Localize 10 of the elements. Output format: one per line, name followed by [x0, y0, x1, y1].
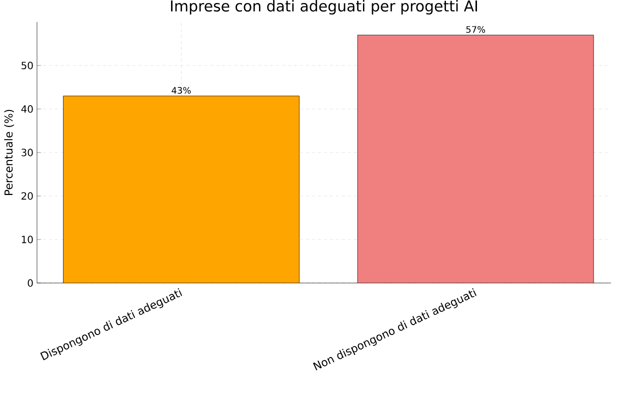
y-tick-label: 40 — [21, 105, 33, 113]
y-tick-label: 10 — [22, 236, 33, 244]
data-label: 57% — [466, 26, 486, 33]
data-label: 43% — [172, 86, 191, 94]
y-tick-label: 20 — [22, 192, 33, 200]
y-axis-title: Percentuale (%) — [4, 110, 14, 195]
y-tick-label: 30 — [22, 148, 33, 156]
y-tick-label: 0 — [28, 279, 33, 287]
y-tick-label: 50 — [22, 62, 33, 70]
chart-title: Imprese con dati adeguati per progetti AI — [171, 0, 477, 14]
